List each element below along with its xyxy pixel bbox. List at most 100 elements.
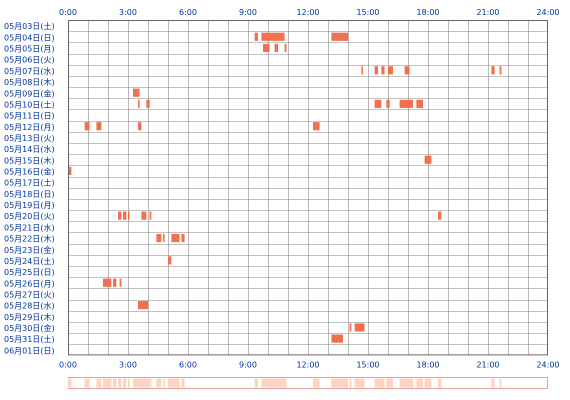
day-label: 05月18日(日): [4, 190, 55, 199]
day-label: 05月22日(木): [4, 234, 55, 244]
summary-block: [416, 378, 423, 388]
summary-block: [313, 378, 320, 388]
chart-frame: [68, 20, 548, 356]
activity-block: [416, 99, 423, 108]
day-label: 05月11日(日): [4, 112, 55, 121]
summary-strip: [68, 377, 548, 389]
summary-block: [149, 378, 152, 388]
activity-block: [123, 211, 127, 220]
activity-block: [128, 211, 130, 220]
x-tick-label-top: 15:00: [356, 8, 379, 17]
x-tick-label-bottom: 24:00: [536, 360, 559, 369]
activity-block: [163, 233, 165, 243]
activity-block: [141, 211, 147, 220]
x-tick-label-bottom: 0:00: [59, 360, 77, 369]
summary-block: [388, 378, 393, 388]
summary-block: [128, 378, 130, 388]
summary-block: [103, 378, 112, 388]
activity-block: [118, 211, 122, 220]
summary-block: [138, 378, 148, 388]
summary-block: [123, 378, 127, 388]
activity-block: [156, 233, 162, 243]
summary-block: [331, 378, 343, 388]
summary-block: [113, 378, 117, 388]
summary-block: [163, 378, 165, 388]
activity-block: [254, 32, 258, 41]
day-label: 05月09日(金): [4, 88, 55, 98]
day-label: 05月12日(月): [4, 123, 55, 132]
activity-block: [386, 99, 390, 108]
summary-block: [168, 378, 172, 388]
x-tick-label-top: 6:00: [179, 8, 197, 17]
activity-block: [68, 166, 72, 176]
day-label: 05月24日(土): [4, 256, 55, 266]
summary-block: [68, 378, 72, 388]
x-tick-label-bottom: 12:00: [296, 360, 319, 369]
summary-block: [119, 378, 122, 388]
summary-block: [424, 378, 432, 388]
day-label: 05月21日(水): [4, 222, 55, 232]
x-tick-label-bottom: 21:00: [476, 360, 499, 369]
activity-block: [96, 122, 102, 131]
day-label: 05月23日(金): [4, 245, 55, 255]
day-label: 05月31日(土): [4, 334, 55, 344]
day-label: 05月25日(日): [4, 268, 55, 277]
day-label: 05月14日(水): [4, 144, 55, 154]
activity-block: [181, 233, 185, 243]
summary-block: [181, 378, 185, 388]
day-label: 06月01日(日): [4, 346, 55, 355]
x-tick-label-bottom: 9:00: [239, 360, 257, 369]
activity-block: [388, 66, 393, 75]
x-tick-label-top: 18:00: [416, 8, 439, 17]
activity-block: [138, 301, 148, 310]
x-tick-label-top: 3:00: [119, 8, 137, 17]
grid: [68, 20, 548, 356]
day-label: 05月17日(土): [4, 178, 55, 188]
activity-block: [84, 122, 90, 131]
x-tick-label-top: 12:00: [296, 8, 319, 17]
x-tick-label-bottom: 18:00: [416, 360, 439, 369]
day-label: 05月19日(月): [4, 201, 55, 210]
day-label: 05月04日(日): [4, 33, 55, 42]
activity-block: [438, 211, 442, 220]
day-label: 05月08日(木): [4, 77, 55, 87]
activity-block: [138, 99, 140, 108]
summary-block: [386, 378, 390, 388]
x-tick-label-top: 24:00: [536, 8, 559, 17]
activity-block: [119, 278, 122, 287]
summary-block: [96, 378, 102, 388]
summary-block: [491, 378, 495, 388]
activity-block: [146, 99, 150, 108]
activity-block: [284, 43, 287, 53]
day-label: 05月15日(木): [4, 155, 55, 165]
activity-block: [491, 66, 495, 75]
x-tick-labels: 0:00 0:00 3:00 3:00 6:00 6:00 9:00 9:00 12:00 12:…: [59, 8, 560, 369]
day-label: 05月10日(土): [4, 99, 55, 109]
x-tick-label-bottom: 15:00: [356, 360, 379, 369]
activity-block: [263, 43, 270, 53]
summary-block: [284, 378, 287, 388]
summary-block: [254, 378, 258, 388]
activity-block: [381, 66, 385, 75]
summary-block: [438, 378, 442, 388]
activity-block: [399, 99, 413, 108]
day-label: 05月03日(土): [4, 21, 55, 31]
activity-block: [103, 278, 112, 287]
day-label: 05月06日(火): [4, 56, 55, 65]
day-label: 05月26日(月): [4, 279, 55, 288]
activity-block: [404, 66, 410, 75]
activity-block: [374, 99, 382, 108]
day-label: 05月30日(金): [4, 323, 55, 333]
activity-block: [374, 66, 378, 75]
activity-block: [113, 278, 117, 287]
activity-block: [133, 88, 140, 97]
activity-block: [149, 211, 152, 220]
summary-block: [274, 378, 278, 388]
activity-block: [138, 122, 142, 131]
activity-block: [349, 323, 352, 332]
day-label: 05月27日(火): [4, 291, 55, 300]
activity-block: [331, 32, 348, 41]
summary-block: [84, 378, 90, 388]
activity-block: [168, 256, 172, 265]
activity-block: [313, 122, 320, 131]
